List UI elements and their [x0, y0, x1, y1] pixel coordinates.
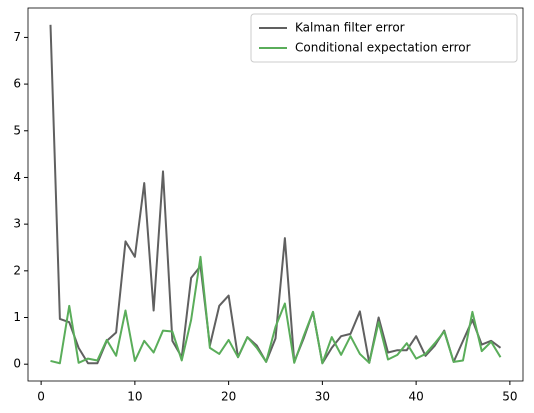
- x-tick-label: 20: [221, 390, 236, 404]
- x-tick-label: 50: [502, 390, 517, 404]
- y-tick-label: 1: [13, 310, 21, 324]
- y-tick-label: 4: [13, 170, 21, 184]
- y-tick-label: 3: [13, 217, 21, 231]
- legend-label: Conditional expectation error: [295, 41, 471, 55]
- plot-frame: [27, 7, 524, 382]
- y-tick-label: 6: [13, 77, 21, 91]
- y-tick-label: 5: [13, 123, 21, 137]
- legend-label: Kalman filter error: [295, 21, 405, 35]
- series-line: [50, 255, 502, 365]
- y-tick-label: 0: [13, 357, 21, 371]
- y-tick-label: 7: [13, 30, 21, 44]
- x-tick-label: 0: [37, 390, 45, 404]
- x-tick-label: 40: [408, 390, 423, 404]
- x-tick-label: 30: [315, 390, 330, 404]
- legend-box: [250, 13, 518, 63]
- series-line: [49, 24, 502, 365]
- y-tick-label: 2: [13, 263, 21, 277]
- x-tick-label: 10: [127, 390, 142, 404]
